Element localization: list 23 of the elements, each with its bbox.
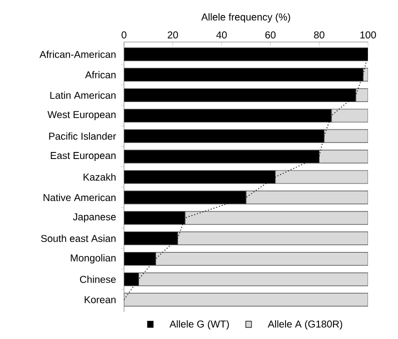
y-tick-label: African (85, 71, 116, 78)
y-tick-label: Native American (44, 194, 116, 202)
x-axis-title: Allele frequency (%) (201, 13, 290, 23)
y-tick-label: West European (48, 111, 116, 120)
y-tick-label: Chinese (80, 276, 116, 283)
y-tick-label: East European (50, 152, 116, 162)
y-tick-label: Latin American (50, 92, 116, 99)
x-tick-label: 80 (314, 31, 324, 38)
x-tick-label: 20 (168, 31, 178, 38)
legend-label: Allele A (G180R) (268, 320, 342, 330)
x-tick-label: 40 (216, 31, 227, 38)
x-tick-label: 100 (360, 31, 376, 38)
y-tick-label: South east Asian (41, 234, 116, 242)
x-tick-label: 60 (265, 31, 276, 38)
y-tick-label: African-American (40, 50, 116, 58)
bar (124, 292, 368, 307)
y-tick-label: Japanese (72, 213, 116, 222)
legend-label: Allele G (WT) (170, 320, 229, 330)
y-tick-label: Korean (84, 296, 116, 304)
y-tick-label: Mongolian (70, 254, 116, 264)
y-tick-label: Pacific Islander (49, 132, 116, 140)
y-tick-label: Kazakh (84, 173, 116, 181)
x-tick-label: 0 (122, 31, 126, 38)
